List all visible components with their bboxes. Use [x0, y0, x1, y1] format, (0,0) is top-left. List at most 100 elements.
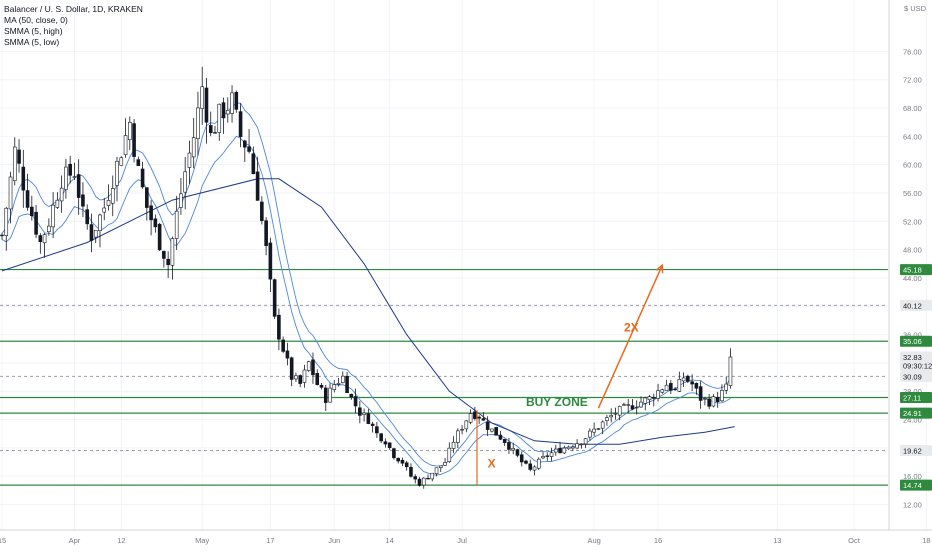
candle-down	[34, 211, 38, 235]
candle-down	[0, 234, 4, 237]
candle-up	[579, 443, 584, 446]
candle-up	[536, 458, 541, 469]
candle-up	[123, 135, 128, 156]
candle-down	[379, 433, 383, 442]
candle-up	[438, 465, 443, 468]
candle-down	[358, 407, 362, 416]
candle-up	[434, 467, 439, 474]
candle-down	[507, 442, 511, 450]
candle-up	[72, 176, 77, 178]
candle-down	[375, 426, 379, 434]
candle-down	[136, 159, 141, 166]
candle-down	[345, 375, 349, 394]
candle-up	[306, 361, 311, 371]
candle-down	[690, 381, 694, 385]
price-badge	[900, 445, 932, 457]
candle-up	[626, 404, 631, 406]
price-badge-label: 32.83	[903, 353, 922, 362]
time-tick-label: Jul	[457, 536, 467, 545]
price-badge	[900, 407, 932, 419]
candle-up	[115, 160, 119, 186]
candle-up	[106, 200, 111, 206]
candle-down	[477, 416, 481, 419]
candle-up	[12, 146, 17, 182]
price-badge	[900, 360, 932, 372]
candle-up	[511, 447, 516, 451]
candle-down	[392, 448, 396, 459]
candle-down	[76, 174, 81, 198]
time-axis[interactable]: 15 Apr 12 May 17 Jun 14 Jul Aug 16 13 Oct 18	[0, 529, 932, 545]
annotations: BUY ZONE 2X X	[476, 263, 664, 486]
price-axis[interactable]: $ USD12.0016.0020.0024.0028.0032.0036.00…	[888, 0, 932, 530]
candle-down	[30, 206, 34, 217]
candle-up	[196, 107, 200, 140]
price-badge-label: 19.62	[903, 447, 922, 456]
candle-down	[268, 242, 273, 280]
legend-smma-high[interactable]: SMMA (5, high)	[4, 26, 63, 36]
candle-down	[630, 405, 635, 410]
candle-up	[728, 356, 733, 386]
candle-up	[98, 214, 102, 231]
price-tick-label: 12.00	[903, 501, 922, 510]
candle-down	[651, 397, 656, 399]
candle-down	[519, 454, 524, 463]
candle-up	[59, 187, 64, 202]
candle-down	[157, 223, 162, 251]
candle-up	[230, 92, 234, 114]
target-arrow-head	[655, 263, 664, 274]
candle-up	[102, 207, 107, 213]
candle-down	[396, 457, 400, 462]
candle-up	[605, 417, 609, 421]
candle-up	[456, 430, 460, 443]
candle-up	[340, 375, 345, 383]
candle-down	[281, 339, 285, 352]
candle-up	[660, 389, 665, 393]
candle-up	[460, 429, 464, 431]
candle-down	[21, 166, 26, 191]
time-tick-label: 15	[0, 536, 6, 545]
candle-up	[170, 238, 175, 266]
legend-smma-low[interactable]: SMMA (5, low)	[4, 37, 60, 47]
candle-down	[85, 209, 89, 225]
price-badge	[900, 351, 932, 363]
candle-up	[362, 412, 366, 415]
candle-down	[417, 478, 422, 486]
price-tick-label: 36.00	[903, 331, 922, 340]
candle-up	[464, 420, 469, 430]
candle-down	[140, 168, 145, 188]
price-tick-label: 28.00	[903, 387, 922, 396]
candle-down	[68, 163, 72, 176]
time-tick-label: 13	[773, 536, 781, 545]
price-tick-label: 76.00	[903, 47, 922, 56]
candle-up	[622, 404, 626, 406]
candle-down	[387, 442, 392, 448]
candle-down	[311, 359, 315, 376]
legend-symbol[interactable]: Balancer / U. S. Dollar, 1D, KRAKEN	[4, 4, 143, 14]
time-tick-label: Apr	[69, 536, 81, 545]
candle-up	[490, 428, 494, 432]
horizontal-levels	[0, 268, 888, 486]
legend-ma[interactable]: MA (50, close, 0)	[4, 15, 68, 25]
candle-down	[413, 476, 418, 480]
candle-up	[549, 452, 554, 457]
price-tick-label: 24.00	[903, 416, 922, 425]
candle-up	[571, 446, 575, 449]
candle-down	[545, 455, 550, 457]
candle-up	[110, 188, 115, 204]
candle-up	[302, 369, 307, 383]
candle-up	[532, 466, 537, 471]
candle-up	[8, 176, 13, 210]
candle-down	[481, 418, 486, 421]
candle-up	[468, 413, 473, 423]
price-badge-label: 30.09	[903, 372, 922, 381]
candle-down	[17, 149, 21, 164]
candle-up	[174, 210, 179, 239]
candle-down	[528, 463, 533, 470]
candle-down	[208, 125, 213, 134]
candle-down	[366, 413, 371, 424]
candle-down	[145, 187, 149, 208]
candle-down	[204, 87, 209, 123]
